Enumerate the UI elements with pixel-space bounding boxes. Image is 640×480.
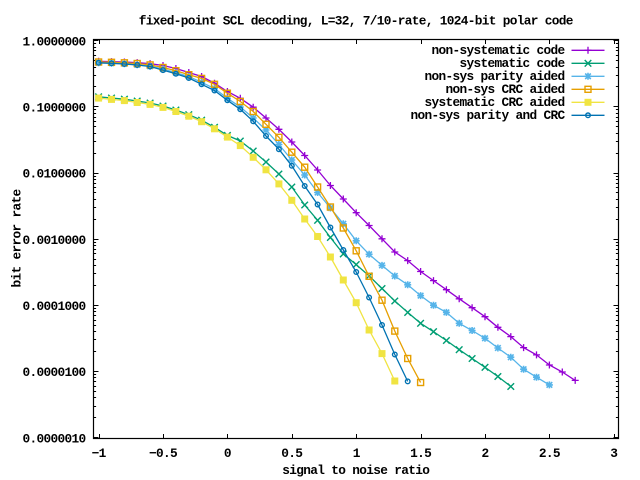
svg-text:0.0000100: 0.0000100 bbox=[23, 365, 86, 380]
svg-text:signal to noise ratio: signal to noise ratio bbox=[282, 463, 430, 478]
svg-text:1: 1 bbox=[353, 446, 361, 461]
svg-text:non-systematic code: non-systematic code bbox=[432, 43, 566, 58]
svg-text:3: 3 bbox=[610, 446, 618, 461]
svg-text:0.0010000: 0.0010000 bbox=[23, 233, 86, 248]
svg-text:0.5: 0.5 bbox=[281, 446, 303, 461]
svg-text:2: 2 bbox=[482, 446, 489, 461]
svg-text:0.0000010: 0.0000010 bbox=[23, 431, 86, 446]
svg-text:non-sys CRC aided: non-sys CRC aided bbox=[446, 82, 565, 97]
svg-text:−0.5: −0.5 bbox=[149, 446, 178, 461]
svg-text:1.5: 1.5 bbox=[410, 446, 432, 461]
svg-text:systematic CRC aided: systematic CRC aided bbox=[425, 95, 565, 110]
svg-text:1.0000000: 1.0000000 bbox=[23, 34, 86, 49]
svg-text:non-sys parity aided: non-sys parity aided bbox=[425, 69, 565, 84]
svg-text:0: 0 bbox=[224, 446, 231, 461]
svg-text:systematic code: systematic code bbox=[460, 56, 566, 71]
svg-text:2.5: 2.5 bbox=[539, 446, 561, 461]
svg-text:0.0100000: 0.0100000 bbox=[23, 167, 86, 182]
svg-text:non-sys parity and CRC: non-sys parity and CRC bbox=[411, 108, 566, 123]
svg-text:bit error rate: bit error rate bbox=[10, 189, 25, 288]
svg-text:fixed-point SCL decoding, L=32: fixed-point SCL decoding, L=32, 7/10-rat… bbox=[139, 14, 574, 29]
svg-text:0.0001000: 0.0001000 bbox=[23, 299, 86, 314]
svg-text:0.1000000: 0.1000000 bbox=[23, 101, 86, 116]
svg-text:−1: −1 bbox=[92, 446, 107, 461]
